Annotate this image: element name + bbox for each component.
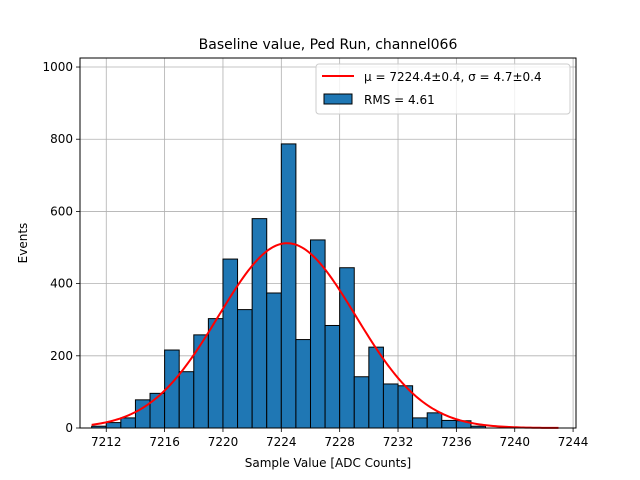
y-tick-label: 800	[50, 132, 73, 146]
legend-histogram-swatch	[323, 93, 353, 105]
chart-title: Baseline value, Ped Run, channel066	[199, 37, 458, 53]
x-tick-label: 7236	[441, 435, 472, 449]
x-axis-ticks: 7212 7216 7220 7224 7228 7232 7236 7240 7244	[91, 428, 588, 449]
y-axis-ticks: 0 200 400 600 800 1000	[42, 60, 80, 435]
histogram-bar	[120, 417, 136, 429]
x-tick-label: 7244	[558, 435, 589, 449]
x-tick-label: 7212	[91, 435, 122, 449]
histogram-bar	[426, 412, 443, 429]
y-tick-label: 200	[50, 349, 73, 363]
histogram-bar	[441, 419, 457, 429]
histogram-bar	[368, 346, 384, 429]
histogram-bar	[149, 392, 166, 429]
x-tick-label: 7216	[149, 435, 180, 449]
x-tick-label: 7228	[324, 435, 355, 449]
gaussian-fit-curve	[91, 242, 559, 429]
legend-fit-label-sigma: σ = 4.7±0.4	[468, 70, 542, 84]
legend-fit-label: μ = 7224.4±0.4, σ = 4.7±0.4	[364, 70, 542, 84]
histogram-bar	[412, 417, 428, 429]
histogram-bar	[237, 309, 253, 429]
histogram-bar	[105, 422, 122, 429]
histogram-bar	[178, 371, 195, 429]
y-axis-label: Events	[16, 223, 30, 264]
histogram-bar	[324, 324, 341, 429]
x-tick-label: 7224	[266, 435, 297, 449]
x-tick-label: 7220	[208, 435, 239, 449]
bars	[91, 143, 487, 429]
histogram-bar	[382, 383, 399, 429]
x-tick-label: 7232	[383, 435, 414, 449]
legend-rms-label: RMS = 4.61	[364, 93, 435, 107]
histogram-bar	[193, 334, 209, 429]
legend-box	[315, 63, 571, 115]
plot-frame	[79, 57, 577, 429]
histogram-bar	[353, 376, 370, 429]
x-tick-label: 7240	[499, 435, 530, 449]
histogram-bar	[207, 318, 224, 429]
x-axis-label: Sample Value [ADC Counts]	[245, 456, 411, 470]
y-tick-label: 1000	[42, 60, 73, 74]
histogram-bar	[280, 143, 297, 429]
histogram-bar	[295, 339, 311, 429]
histogram-bar	[222, 258, 239, 429]
legend-fit-label-mu: μ = 7224.4±0.4,	[364, 70, 468, 84]
y-tick-label: 600	[50, 204, 73, 218]
y-tick-label: 400	[50, 277, 73, 291]
legend: μ = 7224.4±0.4, σ = 4.7±0.4 RMS = 4.61	[315, 63, 571, 115]
histogram-bar	[266, 292, 282, 429]
histogram-bar	[251, 218, 268, 429]
y-tick-label: 0	[65, 421, 73, 435]
